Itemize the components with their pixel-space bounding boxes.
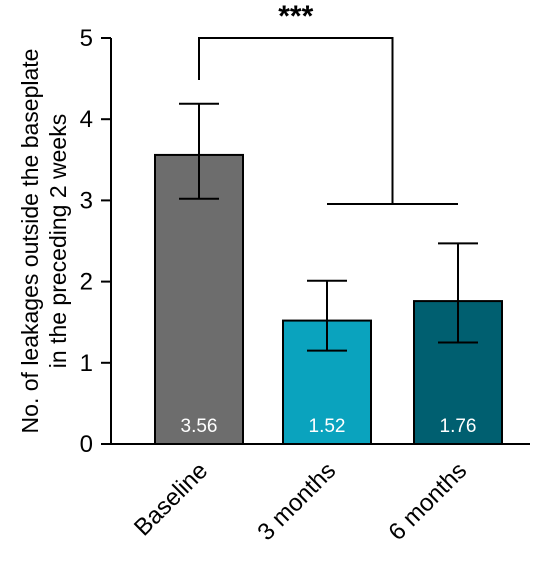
bar-baseline (154, 153, 244, 445)
x-tick-label-6-months: 6 months (383, 457, 472, 546)
y-tick-label-0: 0 (80, 431, 93, 458)
error-bar-2 (307, 279, 347, 352)
x-tick-label-baseline: Baseline (129, 457, 213, 541)
y-axis-label-line-2: in the preceding 2 weeks (45, 114, 71, 368)
y-tick-label-2: 2 (80, 269, 93, 296)
y-tick-label-1: 1 (80, 350, 93, 377)
value-label-1: 3.56 (181, 416, 218, 437)
y-tick-label-4: 4 (80, 106, 93, 133)
error-bar-3 (438, 242, 478, 344)
y-axis-label-line-1: No. of leakages outside the baseplate (17, 49, 43, 434)
value-label-2: 1.52 (309, 416, 346, 437)
y-tick-label-3: 3 (80, 187, 93, 214)
y-tick-label-5: 5 (80, 25, 93, 52)
significance-label: *** (278, 0, 313, 33)
error-bar-1 (179, 102, 219, 200)
significance-bracket (198, 37, 394, 204)
x-tick-label-3-months: 3 months (252, 457, 341, 546)
value-label-3: 1.76 (440, 416, 477, 437)
